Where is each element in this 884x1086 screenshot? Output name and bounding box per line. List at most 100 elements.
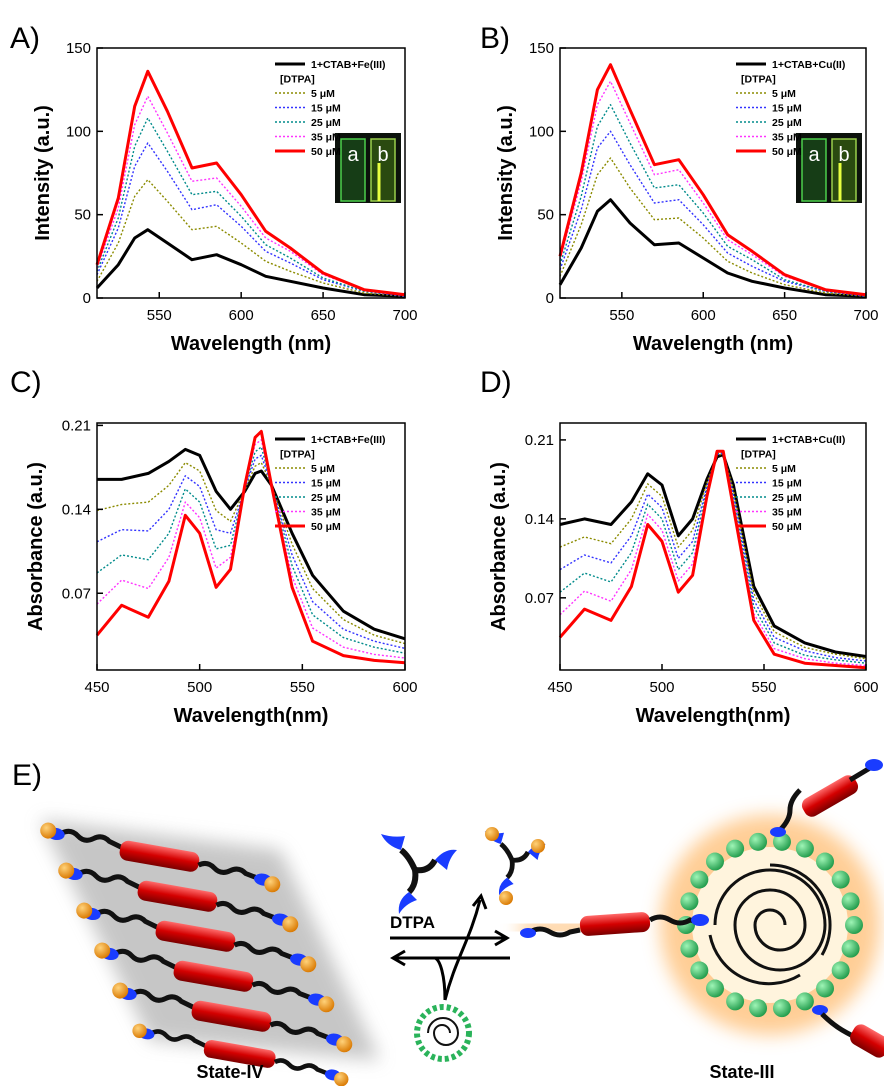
head-group bbox=[690, 870, 709, 889]
x-axis-title: Wavelength(nm) bbox=[636, 705, 791, 727]
head-group bbox=[795, 992, 814, 1011]
x-tick-label: 600 bbox=[392, 679, 417, 696]
rod-bottom bbox=[812, 1005, 884, 1058]
rod-left bbox=[520, 912, 709, 938]
x-tick-label: 550 bbox=[751, 679, 776, 696]
series-line bbox=[96, 461, 406, 645]
series-line bbox=[95, 69, 406, 297]
plot-frame bbox=[559, 47, 867, 299]
y-axis-title: Intensity (a.u.) bbox=[495, 105, 517, 241]
x-tick-label: 500 bbox=[649, 679, 674, 696]
inset-label: a bbox=[347, 144, 359, 166]
head-group bbox=[772, 999, 791, 1018]
head-group bbox=[831, 870, 850, 889]
legend-label: 1+CTAB+Cu(II) bbox=[772, 434, 845, 446]
vial bbox=[340, 138, 366, 202]
y-tick-label: 50 bbox=[537, 207, 554, 224]
y-tick-label: 0.07 bbox=[525, 590, 554, 607]
x-tick-label: 500 bbox=[187, 679, 212, 696]
y-tick-label: 50 bbox=[74, 207, 91, 224]
head-group bbox=[705, 979, 724, 998]
series-line bbox=[558, 198, 867, 298]
panel-label: A) bbox=[10, 22, 40, 55]
series-line bbox=[96, 179, 406, 297]
vial bbox=[801, 138, 827, 202]
head-group bbox=[726, 839, 745, 858]
x-tick-label: 550 bbox=[290, 679, 315, 696]
head-group bbox=[680, 939, 699, 958]
head-group bbox=[772, 832, 791, 851]
small-micelle bbox=[414, 1004, 472, 1062]
chart: C) 450 500 550 600 0.07 0.14 0.21 Wavelength(nm)… bbox=[10, 366, 418, 727]
y-tick-label: 0.21 bbox=[62, 417, 91, 434]
inset-label: b bbox=[377, 144, 388, 166]
legend-title: [DTPA] bbox=[741, 74, 776, 86]
series-line bbox=[559, 452, 867, 662]
legend-label: 35 μM bbox=[772, 132, 802, 144]
series-line bbox=[559, 157, 867, 297]
head-group bbox=[841, 892, 860, 911]
arrow-label: DTPA bbox=[390, 913, 435, 932]
y-tick-label: 0.14 bbox=[62, 501, 91, 518]
series-line bbox=[558, 63, 867, 297]
panel-label: C) bbox=[10, 366, 42, 399]
y-axis-title: Intensity (a.u.) bbox=[32, 105, 54, 241]
series-line bbox=[559, 450, 867, 667]
series-line bbox=[95, 228, 406, 298]
state-label: State-IV bbox=[196, 1062, 263, 1082]
y-tick-label: 0.14 bbox=[525, 511, 554, 528]
legend-label: 1+CTAB+Cu(II) bbox=[772, 59, 845, 71]
x-tick-label: 550 bbox=[609, 307, 634, 324]
legend-label: 15 μM bbox=[772, 103, 802, 115]
x-tick-label: 600 bbox=[691, 307, 716, 324]
legend-label: 1+CTAB+Fe(III) bbox=[311, 59, 385, 71]
plot-frame bbox=[96, 422, 406, 671]
series-line bbox=[559, 453, 867, 658]
legend-label: 25 μM bbox=[772, 492, 802, 504]
head-group bbox=[705, 852, 724, 871]
head-group bbox=[831, 961, 850, 980]
series-line bbox=[559, 130, 867, 297]
legend-label: 1+CTAB+Fe(III) bbox=[311, 434, 385, 446]
y-tick-label: 0 bbox=[83, 290, 91, 307]
head-group bbox=[749, 999, 768, 1018]
series-line bbox=[558, 449, 867, 670]
head-group bbox=[749, 832, 768, 851]
micelle bbox=[677, 832, 863, 1018]
vial bbox=[831, 138, 857, 202]
legend-label: 15 μM bbox=[311, 478, 341, 490]
plot-frame bbox=[559, 422, 867, 671]
y-tick-label: 0 bbox=[546, 290, 554, 307]
y-axis-title: Absorbance (a.u.) bbox=[25, 462, 47, 631]
tripod-bound bbox=[485, 827, 546, 905]
chart: B) a b 550 600 650 700 0 50 100 150 Wavelength (nm)… bbox=[480, 22, 879, 355]
series-line bbox=[96, 95, 406, 296]
series-line bbox=[559, 451, 867, 664]
y-tick-label: 150 bbox=[529, 40, 554, 57]
series-line bbox=[97, 447, 406, 641]
y-tick-label: 150 bbox=[66, 40, 91, 57]
head-group bbox=[726, 992, 745, 1011]
legend-label: 50 μM bbox=[772, 521, 802, 533]
legend-label: 5 μM bbox=[772, 463, 796, 475]
legend-label: 25 μM bbox=[311, 492, 341, 504]
legend-label: 15 μM bbox=[311, 103, 341, 115]
legend-title: [DTPA] bbox=[741, 449, 776, 461]
head-group bbox=[816, 852, 835, 871]
y-tick-label: 100 bbox=[66, 123, 91, 140]
rod-top bbox=[770, 759, 883, 837]
series-line bbox=[559, 452, 867, 660]
series-line bbox=[96, 454, 406, 650]
x-tick-label: 700 bbox=[853, 307, 878, 324]
panel-label: E) bbox=[12, 759, 42, 792]
y-tick-label: 0.07 bbox=[62, 585, 91, 602]
head-group bbox=[841, 939, 860, 958]
x-tick-label: 600 bbox=[229, 307, 254, 324]
vial bbox=[370, 138, 396, 202]
x-axis-title: Wavelength (nm) bbox=[171, 333, 331, 355]
plot-frame bbox=[96, 47, 406, 299]
state-label: State-III bbox=[709, 1062, 774, 1082]
inset-label: a bbox=[808, 144, 820, 166]
head-group bbox=[845, 916, 863, 934]
